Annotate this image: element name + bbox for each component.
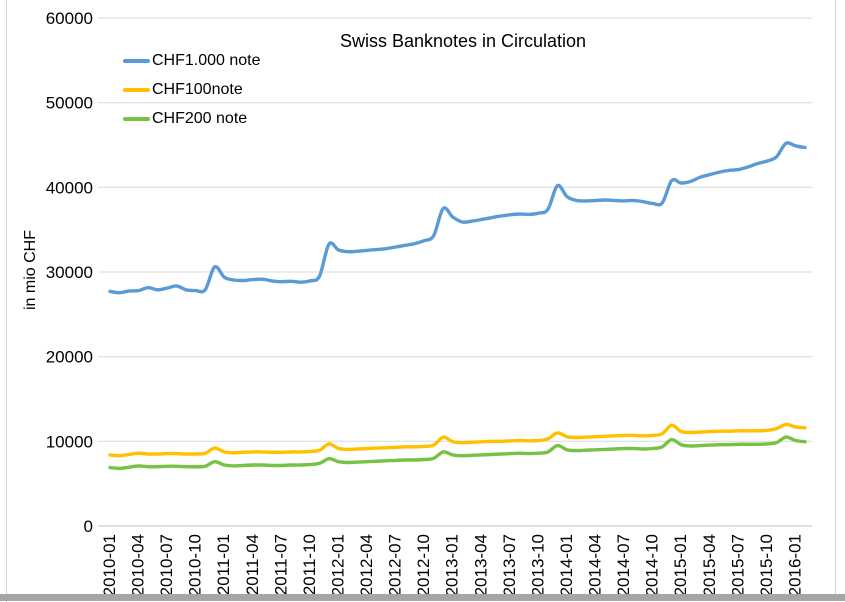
legend-label: CHF1.000 note bbox=[152, 51, 261, 69]
right-window-edge bbox=[835, 0, 836, 596]
legend-label: CHF100note bbox=[152, 80, 243, 98]
x-tick-label: 2010-07 bbox=[157, 534, 176, 596]
x-tick-label: 2012-01 bbox=[329, 534, 348, 596]
legend-item-0: CHF1.000 note bbox=[123, 46, 261, 75]
series-line-2 bbox=[108, 435, 807, 471]
x-tick-label: 2013-10 bbox=[528, 534, 547, 596]
x-tick-label: 2016-01 bbox=[786, 534, 805, 596]
y-tick-label: 50000 bbox=[46, 94, 93, 113]
x-tick-label: 2014-01 bbox=[557, 534, 576, 596]
bottom-window-edge bbox=[0, 594, 845, 601]
x-tick-label: 2014-07 bbox=[614, 534, 633, 596]
legend-item-1: CHF100note bbox=[123, 75, 261, 104]
y-tick-label: 60000 bbox=[46, 9, 93, 28]
legend-item-2: CHF200 note bbox=[123, 104, 261, 133]
y-tick-label: 10000 bbox=[46, 432, 93, 451]
legend-line-swatch-icon bbox=[123, 58, 150, 63]
legend-label: CHF200 note bbox=[152, 109, 248, 127]
y-tick-label: 0 bbox=[84, 517, 93, 536]
x-tick-label: 2011-01 bbox=[214, 534, 233, 595]
x-tick-label: 2013-04 bbox=[471, 534, 490, 596]
x-tick-label: 2011-04 bbox=[243, 534, 262, 595]
x-tick-label: 2010-10 bbox=[186, 534, 205, 596]
legend: CHF1.000 note CHF100note CHF200 note bbox=[123, 46, 261, 133]
x-tick-label: 2012-07 bbox=[386, 534, 405, 596]
x-tick-label: 2011-10 bbox=[300, 534, 319, 595]
series-line-0 bbox=[108, 141, 807, 295]
y-tick-label: 40000 bbox=[46, 178, 93, 197]
y-tick-label: 30000 bbox=[46, 263, 93, 282]
x-tick-label: 2014-04 bbox=[586, 534, 605, 596]
x-tick-label: 2015-04 bbox=[700, 534, 719, 596]
x-tick-label: 2012-10 bbox=[414, 534, 433, 596]
x-tick-label: 2013-01 bbox=[443, 534, 462, 596]
x-tick-label: 2010-04 bbox=[129, 534, 148, 596]
x-tick-label: 2015-07 bbox=[728, 534, 747, 596]
x-tick-label: 2014-10 bbox=[643, 534, 662, 596]
left-window-edge bbox=[6, 0, 7, 602]
x-tick-label: 2011-07 bbox=[271, 534, 290, 595]
series-line-1 bbox=[108, 422, 807, 458]
x-tick-label: 2010-01 bbox=[100, 534, 119, 596]
legend-line-swatch-icon bbox=[123, 87, 150, 92]
legend-line-swatch-icon bbox=[123, 116, 150, 121]
x-tick-label: 2015-10 bbox=[757, 534, 776, 596]
x-tick-label: 2012-04 bbox=[357, 534, 376, 596]
y-tick-label: 20000 bbox=[46, 348, 93, 367]
y-axis-title: in mio CHF bbox=[22, 229, 39, 311]
x-tick-label: 2015-01 bbox=[671, 534, 690, 596]
chart-title: Swiss Banknotes in Circulation bbox=[339, 31, 587, 51]
x-tick-label: 2013-07 bbox=[500, 534, 519, 596]
